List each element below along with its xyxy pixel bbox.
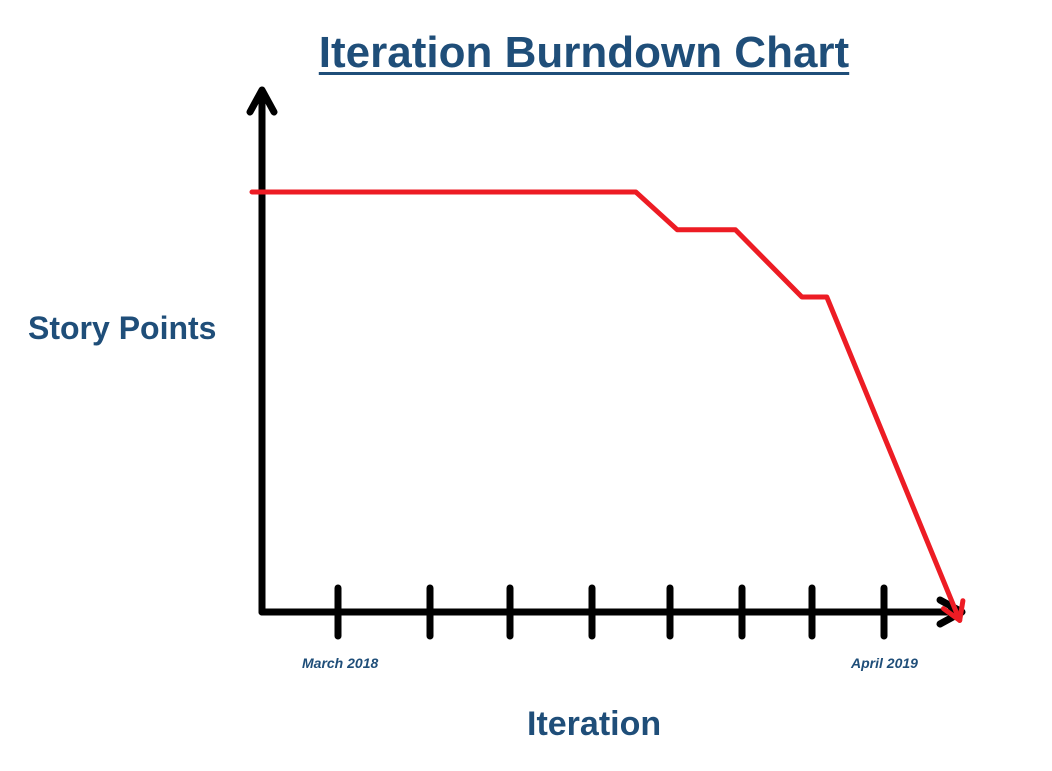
x-axis-label: Iteration: [527, 705, 662, 743]
y-axis-arrowhead: [246, 86, 278, 116]
chart-title: Iteration Burndown Chart: [318, 28, 850, 77]
burndown-series-line: [249, 189, 963, 623]
burndown-series-arrowhead: [941, 598, 966, 623]
y-axis-label: Story Points: [28, 310, 217, 346]
x-tick-label-end: April 2019: [851, 655, 918, 671]
x-tick-label-start: March 2018: [302, 655, 379, 671]
